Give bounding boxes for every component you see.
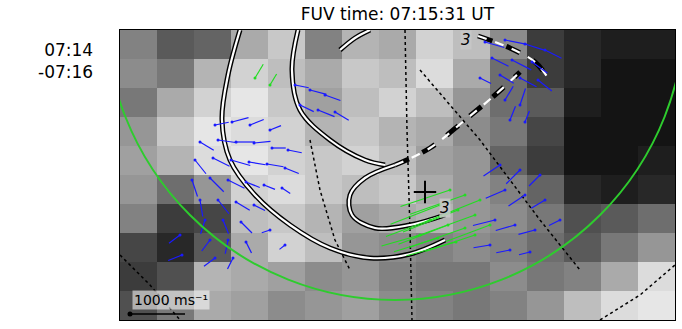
- svg-text:3: 3: [461, 31, 471, 49]
- svg-text:FUV time: 07:15:31 UT: FUV time: 07:15:31 UT: [301, 4, 495, 24]
- svg-text:07:14-07:16: 07:14-07:16: [38, 40, 93, 82]
- svg-text:3: 3: [440, 199, 450, 217]
- svg-text:1000 ms⁻¹: 1000 ms⁻¹: [134, 292, 208, 308]
